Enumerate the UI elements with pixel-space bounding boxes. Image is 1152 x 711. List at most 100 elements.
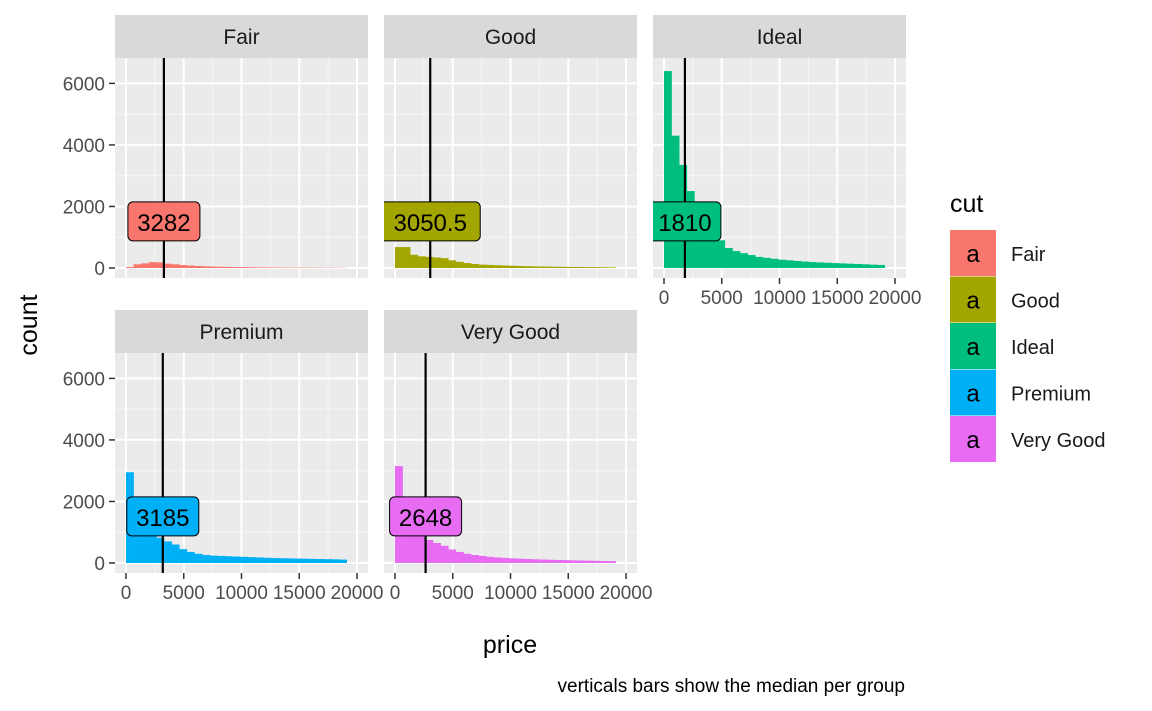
histogram-bar	[186, 551, 195, 563]
median-label: 2648	[389, 496, 463, 537]
histogram-bar	[471, 264, 479, 268]
histogram-bar	[179, 549, 188, 563]
histogram-bar	[531, 266, 540, 268]
histogram-bar	[448, 549, 457, 563]
y-tick-label: 6000	[63, 74, 105, 95]
legend-key-glyph: a	[966, 427, 980, 454]
facet-strip-label: Ideal	[757, 26, 803, 49]
median-label-text: 2648	[399, 505, 452, 532]
histogram-bar	[846, 263, 855, 268]
x-tick-label: 10000	[484, 583, 537, 604]
histogram-bar	[501, 557, 510, 563]
histogram-bar	[394, 247, 403, 268]
histogram-bar	[471, 555, 479, 563]
histogram-bar	[747, 255, 756, 268]
histogram-bar	[417, 535, 426, 563]
histogram-bar	[232, 556, 241, 563]
histogram-bar	[247, 557, 256, 563]
histogram-bar	[816, 262, 825, 268]
histogram-bar	[740, 253, 748, 268]
facet-strip	[653, 15, 906, 58]
x-tick-label: 0	[659, 288, 670, 309]
histogram-bar	[554, 266, 563, 268]
histogram-bar	[785, 260, 794, 268]
legend-entry-label: Ideal	[1011, 337, 1054, 359]
histogram-bar	[164, 541, 172, 563]
histogram-bar	[463, 553, 472, 563]
y-tick-label: 4000	[63, 136, 105, 157]
histogram-bar	[448, 260, 457, 268]
histogram-bar	[217, 266, 226, 268]
histogram-bar	[425, 539, 434, 563]
histogram-bar	[493, 265, 502, 268]
histogram-bar	[724, 248, 733, 268]
histogram-bar	[285, 558, 294, 563]
legend-key	[950, 369, 996, 416]
histogram-bar	[156, 537, 165, 563]
histogram-bar	[717, 240, 726, 268]
median-label-box	[127, 201, 201, 242]
histogram-bar	[663, 71, 672, 268]
histogram-bar	[539, 266, 548, 268]
legend-entry-label: Very Good	[1011, 430, 1106, 452]
histogram-bar	[455, 261, 464, 268]
x-tick-label: 15000	[273, 583, 326, 604]
histogram-bar	[194, 553, 203, 563]
histogram-bar	[524, 559, 533, 563]
histogram-bar	[570, 560, 578, 563]
y-tick-label: 2000	[63, 492, 105, 513]
histogram-bar	[793, 260, 802, 268]
histogram-bar	[600, 267, 609, 268]
histogram-bar	[709, 232, 718, 268]
x-tick-label: 0	[390, 583, 401, 604]
x-tick-label: 15000	[542, 583, 595, 604]
histogram-bar	[148, 532, 157, 563]
histogram-bar	[592, 560, 601, 563]
x-tick-label: 20000	[331, 583, 384, 604]
histogram-bar	[463, 263, 472, 268]
histogram-bar	[262, 557, 271, 563]
legend-entry-label: Fair	[1011, 244, 1046, 266]
histogram-bar	[262, 267, 271, 268]
histogram-bar	[141, 526, 150, 563]
facet-strip	[384, 15, 637, 58]
histogram-bar	[240, 556, 249, 563]
histogram-bar	[125, 267, 134, 268]
histogram-bar	[171, 544, 180, 563]
histogram-bar	[148, 262, 157, 268]
facet-strip	[115, 310, 368, 353]
legend: cut a Fair a Good a Ideal a Premium a Very Good	[950, 190, 1106, 462]
histogram-bar	[433, 543, 441, 563]
histogram-bar	[194, 266, 203, 268]
legend-title: cut	[950, 190, 983, 218]
histogram-bar	[171, 264, 180, 268]
legend-key-glyph: a	[966, 334, 980, 361]
histogram-bar	[562, 266, 571, 268]
histogram-bar	[547, 266, 556, 268]
histogram-bar	[516, 266, 525, 268]
facet-strip	[115, 15, 368, 58]
histogram-bar	[455, 551, 464, 563]
histogram-bar	[186, 265, 195, 268]
median-label: 1810	[653, 201, 722, 242]
histogram-bar	[410, 529, 419, 563]
histogram-bar	[501, 265, 510, 268]
histogram-bar	[808, 262, 817, 268]
histogram-bar	[133, 264, 142, 268]
histogram-bar	[270, 267, 279, 268]
histogram-bar	[570, 266, 578, 268]
legend-key	[950, 230, 996, 276]
x-tick-label: 5000	[701, 288, 743, 309]
histogram-bar	[209, 266, 218, 268]
histogram-bar	[410, 254, 419, 268]
histogram-bar	[800, 261, 809, 268]
histogram-bar	[232, 267, 241, 268]
median-label-text: 3050.5	[394, 210, 467, 237]
x-tick-label: 10000	[215, 583, 268, 604]
histogram-bar	[433, 257, 441, 268]
facet-panel-fair: Fair 3282 0 2000 4000 6000	[63, 15, 368, 280]
histogram-bar	[600, 561, 609, 563]
histogram-bar	[577, 560, 586, 563]
histogram-bar	[577, 267, 586, 268]
y-tick-label: 2000	[63, 197, 105, 218]
